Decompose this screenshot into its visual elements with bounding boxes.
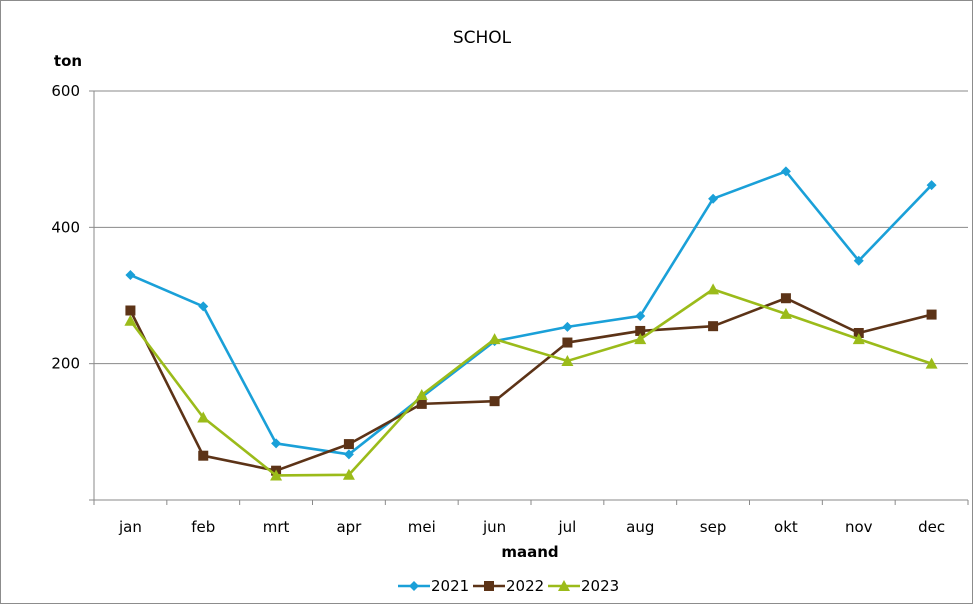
data-point-2023 (561, 354, 574, 366)
x-tick-label: jan (118, 518, 142, 536)
data-point-2021 (562, 321, 573, 332)
legend-item-2022: 2022 (473, 577, 544, 595)
series-2023 (124, 283, 938, 481)
x-tick-label: apr (336, 518, 362, 536)
chart-title: SCHOL (453, 28, 512, 48)
data-point-2023 (415, 389, 428, 401)
data-point-2022 (343, 439, 354, 450)
series-line-2023 (129, 288, 932, 477)
data-point-2023 (488, 333, 501, 345)
data-point-2022 (926, 309, 937, 320)
x-tick-label: mrt (263, 518, 290, 536)
data-point-2023 (270, 469, 283, 481)
data-point-2022 (853, 327, 864, 338)
y-tick-label: 200 (51, 355, 80, 373)
legend-item-2023: 2023 (548, 577, 619, 595)
legend-item-2021: 2021 (398, 577, 469, 595)
data-point-2021 (926, 180, 937, 191)
y-axis-unit: ton (54, 52, 82, 70)
data-point-2021 (780, 166, 791, 177)
x-tick-label: mei (408, 518, 436, 536)
data-point-2022 (489, 396, 500, 407)
data-point-2021 (271, 438, 282, 449)
x-axis-label: maand (501, 543, 558, 561)
data-point-2021 (853, 255, 864, 266)
legend-marker (484, 581, 494, 591)
legend-label: 2023 (581, 577, 619, 595)
x-tick-label: okt (774, 518, 798, 536)
legend-label: 2021 (431, 577, 469, 595)
y-tick-label: 400 (51, 218, 80, 236)
data-point-2023 (707, 283, 720, 295)
y-tick-label: 600 (51, 82, 80, 100)
data-point-2021 (125, 270, 136, 281)
legend-marker (558, 580, 570, 591)
data-point-2022 (708, 321, 719, 332)
x-tick-label: jul (557, 518, 576, 536)
x-tick-label: nov (845, 518, 873, 536)
data-point-2021 (198, 301, 209, 312)
data-point-2022 (198, 450, 209, 461)
data-point-2023 (197, 411, 210, 423)
x-tick-label: dec (918, 518, 945, 536)
x-tick-label: jun (482, 518, 506, 536)
series-2022 (125, 293, 937, 476)
legend-marker (409, 581, 419, 591)
y-tick-labels: 200 400 600 (51, 82, 80, 373)
x-tick-label: feb (191, 518, 215, 536)
data-point-2023 (925, 357, 938, 369)
data-point-2023 (852, 333, 865, 345)
data-point-2022 (635, 325, 646, 336)
series-group (124, 166, 938, 481)
axes (89, 90, 969, 505)
data-point-2022 (125, 305, 136, 316)
series-line-2021 (129, 170, 933, 456)
x-tick-label: aug (626, 518, 654, 536)
data-point-2023 (124, 314, 137, 326)
gridlines (94, 90, 968, 365)
data-point-2022 (780, 293, 791, 304)
x-tick-label: sep (700, 518, 727, 536)
series-2021 (125, 166, 937, 460)
data-point-2021 (708, 193, 719, 204)
data-point-2021 (343, 449, 354, 460)
data-point-2023 (779, 307, 792, 319)
data-point-2022 (416, 398, 427, 409)
legend: 2021 2022 2023 (398, 577, 619, 595)
x-tick-labels: jan feb mrt apr mei jun jul aug sep okt nov dec (118, 518, 945, 536)
series-line-2022 (129, 296, 932, 472)
data-point-2023 (342, 468, 355, 480)
data-point-2022 (562, 337, 573, 348)
data-point-2021 (635, 310, 646, 321)
data-point-2023 (634, 333, 647, 345)
legend-label: 2022 (506, 577, 544, 595)
